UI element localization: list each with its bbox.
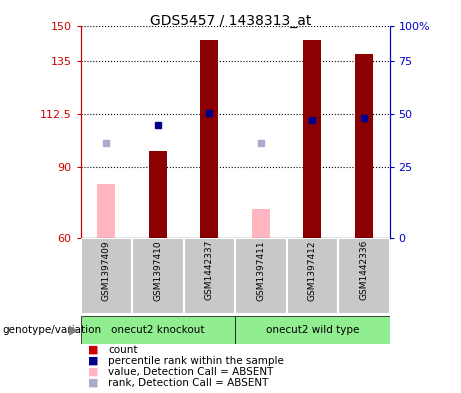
Bar [252,209,270,238]
Text: ■: ■ [88,367,98,377]
FancyBboxPatch shape [132,238,183,314]
Text: count: count [108,345,138,355]
Text: GSM1397410: GSM1397410 [154,240,162,301]
Text: ■: ■ [88,378,98,388]
Bar [97,184,115,238]
Bar [303,40,321,238]
Text: rank, Detection Call = ABSENT: rank, Detection Call = ABSENT [108,378,269,388]
FancyBboxPatch shape [235,316,390,344]
Text: GSM1397411: GSM1397411 [256,240,266,301]
FancyBboxPatch shape [235,238,287,314]
Text: onecut2 knockout: onecut2 knockout [111,325,205,335]
FancyBboxPatch shape [183,238,235,314]
Text: value, Detection Call = ABSENT: value, Detection Call = ABSENT [108,367,274,377]
Text: GDS5457 / 1438313_at: GDS5457 / 1438313_at [150,14,311,28]
Text: ▶: ▶ [69,323,79,336]
Text: percentile rank within the sample: percentile rank within the sample [108,356,284,366]
Bar [149,151,167,238]
Text: GSM1442336: GSM1442336 [359,240,368,300]
Text: ■: ■ [88,345,98,355]
FancyBboxPatch shape [287,238,338,314]
FancyBboxPatch shape [81,316,235,344]
FancyBboxPatch shape [81,238,390,314]
Text: GSM1397409: GSM1397409 [102,240,111,301]
Text: ■: ■ [88,356,98,366]
Text: GSM1442337: GSM1442337 [205,240,214,300]
Text: onecut2 wild type: onecut2 wild type [266,325,359,335]
Text: genotype/variation: genotype/variation [2,325,101,335]
Bar [201,40,219,238]
FancyBboxPatch shape [338,238,390,314]
FancyBboxPatch shape [81,238,132,314]
Bar [355,54,373,238]
Text: GSM1397412: GSM1397412 [308,240,317,301]
